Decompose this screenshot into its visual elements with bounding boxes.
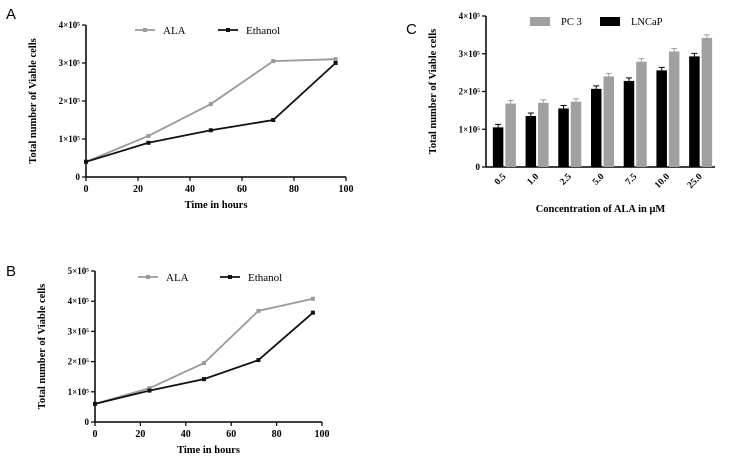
data-point-ethanol bbox=[256, 358, 261, 363]
data-point-ala bbox=[271, 59, 276, 64]
data-point-ala bbox=[201, 361, 206, 366]
y-axis-label: Total number of Viable cells bbox=[28, 38, 39, 163]
y-tick-label: 4×10⁵ bbox=[59, 20, 81, 30]
y-tick-label: 3×10⁵ bbox=[59, 58, 81, 68]
x-tick-label: 80 bbox=[289, 184, 299, 195]
y-tick-label: 2×10⁵ bbox=[59, 96, 81, 106]
y-tick-label: 4×10⁵ bbox=[459, 11, 481, 21]
legend-marker bbox=[146, 275, 150, 279]
x-tick-label: 25.0 bbox=[686, 172, 705, 191]
x-tick-label: 100 bbox=[339, 184, 354, 195]
data-point-ethanol bbox=[333, 61, 338, 65]
data-point-ethanol bbox=[208, 128, 213, 133]
bar-pc3 bbox=[570, 101, 582, 167]
data-point-ala bbox=[333, 57, 338, 62]
bar-lncap bbox=[558, 108, 569, 167]
data-point-ala bbox=[146, 133, 151, 138]
y-tick-label: 2×10⁵ bbox=[459, 87, 481, 97]
y-tick-label: 3×10⁵ bbox=[68, 326, 90, 336]
x-axis-label: Concentration of ALA in μM bbox=[536, 204, 666, 215]
series-line-ethanol bbox=[94, 311, 314, 405]
legend-swatch bbox=[530, 17, 550, 26]
panel-label: A bbox=[6, 6, 16, 23]
panel-b: B 0 1×10⁵ 2×10⁵ 3×10⁵ 4×10⁵ 5×10⁵ Total number … bbox=[6, 263, 330, 456]
data-point-ala bbox=[256, 308, 261, 313]
y-tick-label: 2×10⁵ bbox=[68, 357, 90, 367]
x-tick-label: 20 bbox=[133, 184, 143, 195]
y-axis-label: Total number of Viable cells bbox=[428, 29, 439, 154]
x-tick-label: 0 bbox=[84, 184, 89, 195]
data-point-ethanol bbox=[93, 401, 97, 406]
legend-label: Ethanol bbox=[248, 272, 282, 284]
legend-label: ALA bbox=[166, 272, 189, 284]
legend-marker bbox=[228, 275, 232, 279]
data-point-ethanol bbox=[147, 388, 152, 393]
series-line-ala bbox=[94, 297, 314, 405]
panel-a: A 0 1×10⁵ 2×10⁵ 3×10⁵ 4×10⁵ Total number of Vi… bbox=[6, 6, 354, 211]
x-tick-label: 0.5 bbox=[493, 172, 509, 188]
bar-pc3 bbox=[505, 103, 516, 167]
x-tick-label: 100 bbox=[315, 429, 330, 440]
data-point-ethanol bbox=[271, 118, 276, 122]
x-tick-label: 0 bbox=[93, 429, 98, 440]
bar-lncap bbox=[591, 88, 602, 167]
x-tick-label: 40 bbox=[181, 429, 191, 440]
data-point-ala bbox=[208, 102, 213, 107]
bar-pc3 bbox=[668, 51, 680, 167]
legend-label: Ethanol bbox=[246, 25, 280, 37]
y-tick-label: 0 bbox=[76, 172, 81, 182]
x-tick-label: 80 bbox=[272, 429, 282, 440]
bar-pc3 bbox=[603, 76, 614, 167]
series-line-ala bbox=[85, 58, 336, 163]
y-tick-label: 0 bbox=[85, 417, 90, 427]
data-point-ethanol bbox=[84, 159, 88, 164]
bar-lncap bbox=[525, 116, 537, 167]
x-tick-label: 20 bbox=[135, 429, 145, 440]
x-tick-label: 2.5 bbox=[558, 172, 574, 188]
data-point-ethanol bbox=[146, 140, 151, 145]
data-point-ala bbox=[310, 296, 315, 301]
y-tick-label: 1×10⁵ bbox=[68, 387, 90, 397]
x-axis-label: Time in hours bbox=[177, 445, 240, 456]
legend-label: PC 3 bbox=[561, 17, 582, 28]
bar-lncap bbox=[623, 80, 635, 167]
bar-pc3 bbox=[538, 102, 549, 167]
panel-label: C bbox=[406, 21, 417, 38]
panel-label: B bbox=[6, 263, 16, 280]
x-tick-label: 60 bbox=[226, 429, 236, 440]
data-point-ala bbox=[147, 386, 152, 391]
data-point-ethanol bbox=[310, 310, 315, 315]
legend-swatch bbox=[600, 17, 620, 26]
x-axis-label: Time in hours bbox=[185, 200, 248, 211]
x-tick-label: 7.5 bbox=[624, 172, 640, 188]
legend-marker bbox=[226, 28, 230, 32]
y-tick-label: 0 bbox=[476, 162, 481, 172]
bar-lncap bbox=[492, 127, 504, 167]
x-tick-label: 10.0 bbox=[653, 172, 672, 191]
legend-label: ALA bbox=[163, 25, 186, 37]
legend-label: LNCaP bbox=[631, 17, 663, 28]
x-tick-label: 40 bbox=[185, 184, 195, 195]
x-tick-label: 60 bbox=[237, 184, 247, 195]
bar-lncap bbox=[689, 56, 700, 167]
panel-c: C 0 1×10⁵ 2×10⁵ 3×10⁵ 4×10⁵ Total number of Vi… bbox=[406, 11, 715, 215]
bar-lncap bbox=[656, 70, 667, 167]
y-tick-label: 3×10⁵ bbox=[459, 49, 481, 59]
x-tick-label: 5.0 bbox=[591, 172, 607, 188]
x-tick-label: 1.0 bbox=[526, 172, 542, 188]
y-axis-label: Total number of Viable cells bbox=[37, 284, 48, 409]
y-tick-label: 1×10⁵ bbox=[459, 124, 481, 134]
y-tick-label: 5×10⁵ bbox=[68, 266, 90, 276]
legend-marker bbox=[143, 28, 147, 32]
data-point-ethanol bbox=[201, 377, 206, 382]
bar-pc3 bbox=[636, 61, 647, 167]
y-tick-label: 1×10⁵ bbox=[59, 134, 81, 144]
bar-pc3 bbox=[701, 37, 713, 167]
y-tick-label: 4×10⁵ bbox=[68, 296, 90, 306]
